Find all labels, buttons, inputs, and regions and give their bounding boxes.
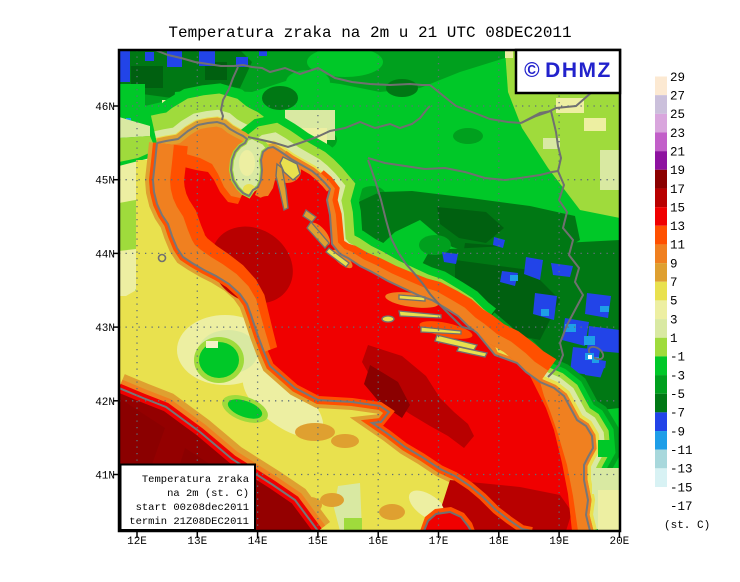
svg-text:19: 19 bbox=[670, 164, 685, 178]
svg-text:23: 23 bbox=[670, 127, 685, 141]
svg-text:11: 11 bbox=[670, 239, 685, 253]
svg-text:©DHMZ: © DHMZ bbox=[524, 59, 612, 82]
svg-text:7: 7 bbox=[670, 276, 678, 290]
svg-text:3: 3 bbox=[670, 313, 678, 327]
svg-text:42N: 42N bbox=[95, 397, 115, 409]
svg-text:13: 13 bbox=[670, 220, 685, 234]
svg-text:9: 9 bbox=[670, 257, 678, 271]
svg-text:-3: -3 bbox=[670, 369, 685, 383]
svg-text:12E: 12E bbox=[127, 536, 147, 548]
svg-text:(st. C): (st. C) bbox=[664, 520, 710, 532]
svg-text:-11: -11 bbox=[670, 444, 693, 458]
svg-text:29: 29 bbox=[670, 71, 685, 85]
svg-text:18E: 18E bbox=[489, 536, 509, 548]
svg-text:-7: -7 bbox=[670, 407, 685, 421]
svg-text:-17: -17 bbox=[670, 500, 693, 514]
svg-text:start 00z08dec2011: start 00z08dec2011 bbox=[136, 502, 249, 514]
svg-text:27: 27 bbox=[670, 90, 685, 104]
svg-text:-1: -1 bbox=[670, 351, 685, 365]
svg-text:25: 25 bbox=[670, 108, 685, 122]
svg-text:16E: 16E bbox=[368, 536, 388, 548]
svg-text:43N: 43N bbox=[95, 323, 115, 335]
svg-text:Temperatura zraka: Temperatura zraka bbox=[142, 474, 249, 486]
svg-text:46N: 46N bbox=[95, 102, 115, 114]
svg-text:21: 21 bbox=[670, 145, 685, 159]
svg-text:termin 21Z08DEC2011: termin 21Z08DEC2011 bbox=[129, 516, 249, 528]
svg-text:Temperatura zraka na 2m u 21 U: Temperatura zraka na 2m u 21 UTC 08DEC20… bbox=[168, 24, 571, 42]
svg-text:14E: 14E bbox=[248, 536, 268, 548]
svg-text:-13: -13 bbox=[670, 463, 693, 477]
svg-text:20E: 20E bbox=[609, 536, 629, 548]
svg-text:na 2m (st. C): na 2m (st. C) bbox=[167, 488, 249, 500]
svg-text:15: 15 bbox=[670, 201, 685, 215]
svg-text:13E: 13E bbox=[187, 536, 207, 548]
svg-text:44N: 44N bbox=[95, 249, 115, 261]
svg-text:5: 5 bbox=[670, 295, 678, 309]
svg-text:-9: -9 bbox=[670, 425, 685, 439]
svg-text:19E: 19E bbox=[549, 536, 569, 548]
svg-text:17E: 17E bbox=[429, 536, 449, 548]
svg-text:-15: -15 bbox=[670, 481, 693, 495]
svg-text:-5: -5 bbox=[670, 388, 685, 402]
svg-text:1: 1 bbox=[670, 332, 678, 346]
svg-text:17: 17 bbox=[670, 183, 685, 197]
svg-text:41N: 41N bbox=[95, 471, 115, 483]
svg-text:45N: 45N bbox=[95, 176, 115, 188]
svg-text:15E: 15E bbox=[308, 536, 328, 548]
